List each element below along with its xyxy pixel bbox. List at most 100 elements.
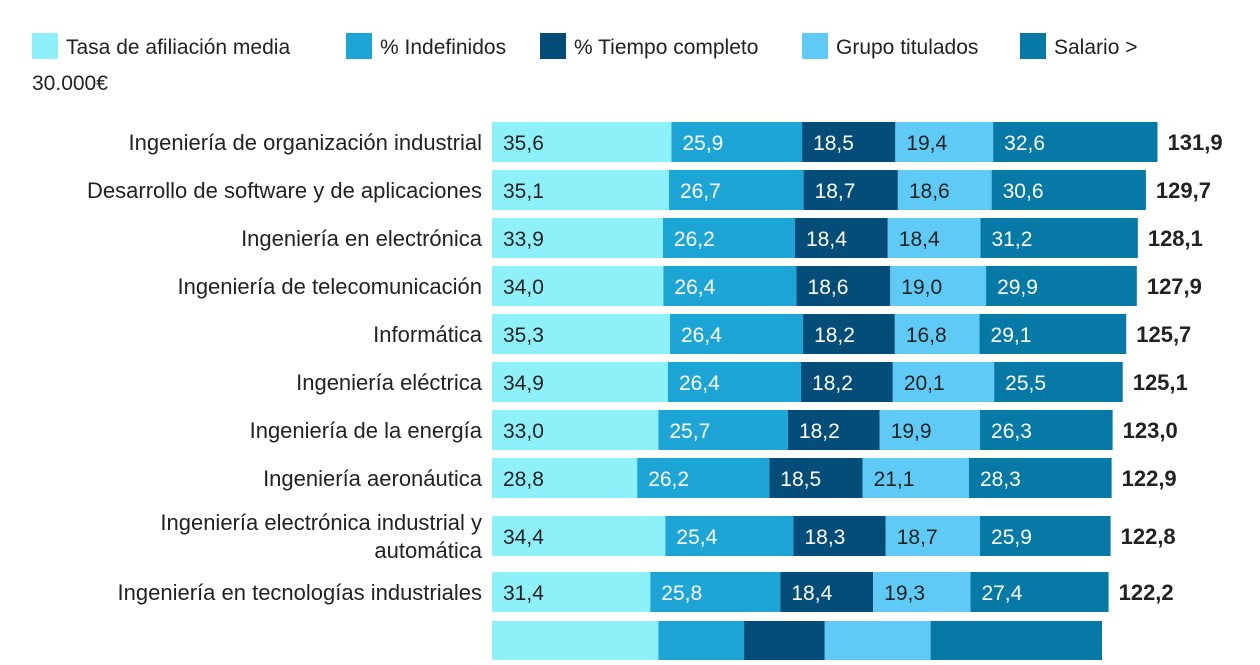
legend-label-5[interactable]: Salario >30.000€: [32, 36, 1137, 95]
bar-segment-r9-s2[interactable]: [665, 516, 794, 556]
bar-segment-r10-s2[interactable]: [650, 572, 781, 612]
bar-value-label-r5-s3: 18,2: [814, 324, 855, 347]
category-label-8: Ingeniería aeronáutica: [263, 466, 483, 491]
bar-value-label-r6-s4: 20,1: [904, 372, 945, 395]
bar-segment-r10-s1[interactable]: [492, 572, 651, 612]
bar-segment-r3-s1[interactable]: [492, 218, 663, 258]
bar-segment-r5-s4[interactable]: [894, 314, 980, 354]
bar-value-label-r8-s3: 18,5: [780, 468, 821, 491]
bar-segment-r1-s3[interactable]: [802, 122, 896, 162]
bar-value-label-r3-s4: 18,4: [899, 228, 940, 251]
bar-segment-r4-s5[interactable]: [986, 266, 1137, 306]
legend-swatch-1[interactable]: [32, 33, 58, 59]
bar-value-label-r7-s1: 33,0: [503, 420, 544, 443]
bar-segment-r7-s1[interactable]: [492, 410, 659, 450]
bar-segment-r4-s3[interactable]: [796, 266, 891, 306]
bar-segment-r2-s1[interactable]: [492, 170, 669, 210]
bar-segment-r5-s1[interactable]: [492, 314, 670, 354]
bar-segment-r8-s3[interactable]: [769, 458, 863, 498]
bar-segment-r9-s4[interactable]: [885, 516, 981, 556]
bar-value-label-r2-s4: 18,6: [909, 180, 950, 203]
total-label-8: 122,9: [1122, 466, 1177, 491]
bar-value-label-r4-s3: 18,6: [808, 276, 849, 299]
bar-segment-r6-s5[interactable]: [994, 362, 1123, 402]
bar-value-label-r5-s5: 29,1: [991, 324, 1032, 347]
legend-swatch-2[interactable]: [346, 33, 372, 59]
total-label-3: 128,1: [1148, 226, 1203, 251]
legend-label-1[interactable]: Tasa de afiliación media: [66, 36, 290, 59]
legend-swatch-3[interactable]: [540, 33, 566, 59]
bar-value-label-r8-s5: 28,3: [980, 468, 1021, 491]
legend-swatch-4[interactable]: [802, 33, 828, 59]
bar-segment-r7-s3[interactable]: [787, 410, 880, 450]
bar-segment-r1-s1[interactable]: [492, 122, 672, 162]
category-labels: Ingeniería de organización industrial Des…: [87, 130, 483, 605]
bar-segment-r1-s4[interactable]: [895, 122, 994, 162]
bar-segment-r8-s1[interactable]: [492, 458, 638, 498]
bar-segment-r2-s4[interactable]: [897, 170, 992, 210]
bar-segment-partial-s5[interactable]: [930, 621, 1103, 661]
bar-segment-partial-s4[interactable]: [824, 621, 931, 661]
bar-value-label-r1-s5: 32,6: [1004, 132, 1045, 155]
bar-value-label-r8-s4: 21,1: [874, 468, 915, 491]
bar-segment-r5-s3[interactable]: [803, 314, 895, 354]
legend: Tasa de afiliación media % Indefinidos % T…: [32, 33, 1137, 95]
bar-segment-r8-s4[interactable]: [862, 458, 969, 498]
bar-segment-r7-s2[interactable]: [658, 410, 788, 450]
total-label-7: 123,0: [1123, 418, 1178, 443]
bar-segment-r6-s4[interactable]: [892, 362, 995, 402]
bar-segment-r5-s2[interactable]: [669, 314, 804, 354]
category-label-2: Desarrollo de software y de aplicaciones: [87, 178, 482, 203]
bar-segment-r1-s5[interactable]: [993, 122, 1158, 162]
legend-swatch-5[interactable]: [1020, 33, 1046, 59]
bar-segment-r4-s1[interactable]: [492, 266, 664, 306]
bar-segment-r3-s3[interactable]: [795, 218, 888, 258]
bar-segment-r6-s1[interactable]: [492, 362, 668, 402]
bar-value-label-r3-s2: 26,2: [674, 228, 715, 251]
bar-segment-r3-s5[interactable]: [980, 218, 1138, 258]
bar-segment-r3-s2[interactable]: [662, 218, 796, 258]
bars: 35,6 25,9 18,5 19,4 32,6 35,1 26,7 18,7 18,6 30,6…: [492, 122, 1158, 661]
bar-segment-r9-s3[interactable]: [793, 516, 886, 556]
total-label-1: 131,9: [1168, 130, 1223, 155]
bar-segment-r5-s5[interactable]: [979, 314, 1127, 354]
bar-value-label-r2-s1: 35,1: [503, 180, 544, 203]
bar-segment-r9-s5[interactable]: [980, 516, 1111, 556]
bar-segment-r9-s1[interactable]: [492, 516, 666, 556]
bar-segment-r4-s4[interactable]: [890, 266, 987, 306]
bar-value-label-r4-s1: 34,0: [503, 276, 544, 299]
bar-segment-r8-s5[interactable]: [968, 458, 1112, 498]
bar-segment-r2-s3[interactable]: [803, 170, 898, 210]
bar-value-label-r1-s3: 18,5: [813, 132, 854, 155]
legend-label-3[interactable]: % Tiempo completo: [574, 36, 758, 59]
bar-value-label-r7-s2: 25,7: [669, 420, 710, 443]
bar-segment-r4-s2[interactable]: [663, 266, 797, 306]
bar-segment-r2-s2[interactable]: [668, 170, 804, 210]
legend-label-2[interactable]: % Indefinidos: [380, 36, 506, 59]
bar-value-label-r5-s2: 26,4: [681, 324, 722, 347]
bar-segment-r7-s4[interactable]: [879, 410, 981, 450]
bar-segment-r7-s5[interactable]: [980, 410, 1113, 450]
bar-value-label-r6-s5: 25,5: [1005, 372, 1046, 395]
bar-segment-partial-s1[interactable]: [492, 621, 659, 661]
bar-value-label-r1-s2: 25,9: [682, 132, 723, 155]
total-label-9: 122,8: [1121, 524, 1176, 549]
bar-segment-r10-s4[interactable]: [873, 572, 971, 612]
bar-value-label-r8-s2: 26,2: [648, 468, 689, 491]
bar-value-label-r3-s5: 31,2: [992, 228, 1033, 251]
bar-segment-r8-s2[interactable]: [637, 458, 770, 498]
total-label-6: 125,1: [1133, 370, 1188, 395]
legend-label-4[interactable]: Grupo titulados: [836, 36, 978, 59]
bar-segment-partial-s2[interactable]: [658, 621, 745, 661]
bar-segment-r6-s2[interactable]: [667, 362, 802, 402]
bar-segment-r6-s3[interactable]: [801, 362, 893, 402]
bar-segment-r3-s4[interactable]: [887, 218, 981, 258]
bar-segment-partial-s3[interactable]: [744, 621, 825, 661]
category-label-6: Ingeniería eléctrica: [296, 370, 483, 395]
bar-segment-r10-s3[interactable]: [780, 572, 874, 612]
bar-segment-r1-s2[interactable]: [671, 122, 803, 162]
bar-segment-r2-s5[interactable]: [991, 170, 1146, 210]
total-label-4: 127,9: [1147, 274, 1202, 299]
bar-segment-r10-s5[interactable]: [970, 572, 1109, 612]
